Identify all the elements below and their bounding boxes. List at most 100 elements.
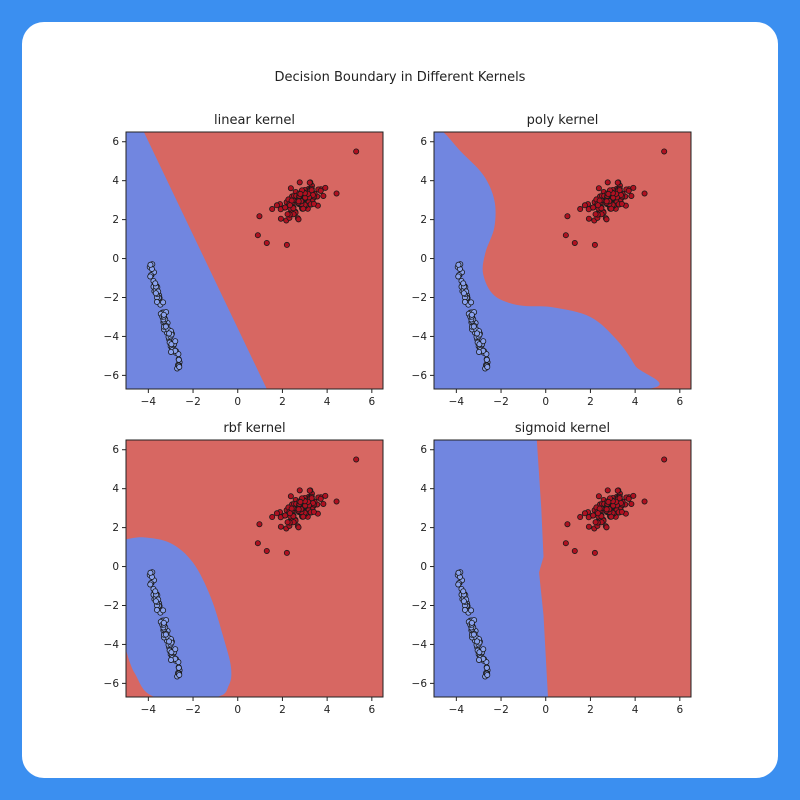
data-point-class-positive bbox=[594, 202, 601, 209]
data-point-class-positive bbox=[295, 198, 302, 205]
y-tick-label: −2 bbox=[104, 600, 119, 612]
data-point-class-positive bbox=[577, 206, 584, 213]
x-tick-label: 0 bbox=[234, 704, 241, 716]
x-tick-label: −4 bbox=[141, 704, 157, 716]
data-point-class-positive bbox=[295, 524, 302, 531]
data-point-class-positive bbox=[564, 213, 571, 220]
data-point-class-positive bbox=[661, 148, 668, 155]
data-point-class-negative bbox=[461, 298, 468, 305]
data-point-class-negative bbox=[475, 656, 482, 663]
y-tick-label: −4 bbox=[104, 639, 120, 651]
x-tick-label: 4 bbox=[632, 704, 639, 716]
x-tick-label: −2 bbox=[185, 704, 200, 716]
data-point-class-positive bbox=[310, 508, 317, 515]
data-point-class-positive bbox=[322, 492, 329, 499]
data-point-class-positive bbox=[592, 211, 599, 218]
data-point-class-negative bbox=[167, 348, 174, 355]
y-tick-label: 0 bbox=[420, 561, 427, 573]
data-point-class-negative bbox=[455, 273, 462, 280]
y-tick-label: 4 bbox=[112, 483, 119, 495]
data-point-class-positive bbox=[603, 524, 610, 531]
y-tick-label: 6 bbox=[112, 136, 119, 148]
data-point-class-positive bbox=[603, 216, 610, 223]
data-point-class-negative bbox=[160, 299, 167, 306]
data-point-class-positive bbox=[594, 510, 601, 517]
data-point-class-positive bbox=[603, 198, 610, 205]
data-point-class-positive bbox=[296, 179, 303, 186]
data-point-class-positive bbox=[287, 493, 294, 500]
data-point-class-positive bbox=[564, 521, 571, 528]
data-point-class-positive bbox=[604, 487, 611, 494]
y-tick-label: 2 bbox=[420, 522, 427, 534]
data-point-class-positive bbox=[322, 184, 329, 191]
data-point-class-positive bbox=[256, 213, 263, 220]
data-point-class-negative bbox=[147, 581, 154, 588]
x-tick-label: 2 bbox=[587, 704, 594, 716]
data-point-class-positive bbox=[320, 500, 327, 507]
subplot-sigmoid-kernel: sigmoid kernel −4 −2 0 2 4 6 6 4 2 0 −2 −4 −6 bbox=[412, 421, 692, 716]
y-tick-label: −4 bbox=[412, 639, 428, 651]
x-tick-label: 2 bbox=[279, 704, 286, 716]
data-point-class-positive bbox=[296, 487, 303, 494]
data-point-class-negative bbox=[468, 299, 475, 306]
data-point-class-negative bbox=[455, 569, 462, 576]
y-tick-label: 6 bbox=[112, 444, 119, 456]
y-tick-label: 4 bbox=[420, 483, 427, 495]
y-tick-label: 2 bbox=[112, 214, 119, 226]
subplot-rbf-kernel: rbf kernel −4 −2 0 2 4 6 6 4 2 0 −2 −4 −6 bbox=[104, 421, 384, 716]
axes-frame bbox=[433, 131, 692, 390]
data-point-class-negative bbox=[474, 330, 481, 337]
data-point-class-positive bbox=[310, 200, 317, 207]
data-point-class-negative bbox=[162, 631, 169, 638]
subplot-title: linear kernel bbox=[214, 113, 295, 128]
data-point-class-negative bbox=[455, 581, 462, 588]
data-point-class-positive bbox=[585, 215, 592, 222]
data-point-class-positive bbox=[256, 521, 263, 528]
data-point-class-positive bbox=[306, 487, 313, 494]
data-point-class-positive bbox=[308, 495, 315, 502]
data-point-class-positive bbox=[353, 148, 360, 155]
data-point-class-negative bbox=[468, 311, 475, 318]
data-point-class-negative bbox=[480, 338, 487, 345]
data-point-class-negative bbox=[176, 363, 183, 370]
data-point-class-positive bbox=[297, 498, 304, 505]
data-point-class-positive bbox=[320, 192, 327, 199]
x-tick-label: −4 bbox=[449, 396, 465, 408]
data-point-class-positive bbox=[641, 498, 648, 505]
data-point-class-positive bbox=[618, 508, 625, 515]
y-tick-label: −4 bbox=[412, 331, 428, 343]
data-point-class-positive bbox=[590, 204, 597, 211]
data-point-class-negative bbox=[152, 290, 159, 297]
data-point-class-negative bbox=[167, 656, 174, 663]
data-point-class-negative bbox=[147, 569, 154, 576]
y-tick-label: 6 bbox=[420, 444, 427, 456]
x-tick-label: −2 bbox=[185, 396, 200, 408]
data-point-class-negative bbox=[476, 341, 483, 348]
data-point-class-positive bbox=[277, 523, 284, 530]
y-tick-label: −6 bbox=[104, 678, 120, 690]
subplot-title: rbf kernel bbox=[223, 421, 285, 436]
data-point-class-positive bbox=[625, 495, 632, 502]
data-point-class-negative bbox=[483, 664, 490, 671]
data-point-class-negative bbox=[160, 607, 167, 614]
data-point-class-positive bbox=[628, 500, 635, 507]
data-point-class-positive bbox=[263, 547, 270, 554]
data-point-class-positive bbox=[353, 456, 360, 463]
y-tick-label: −2 bbox=[412, 600, 427, 612]
axes-frame bbox=[125, 131, 384, 390]
data-point-class-negative bbox=[160, 619, 167, 626]
data-point-class-positive bbox=[295, 506, 302, 513]
x-tick-label: 2 bbox=[587, 396, 594, 408]
x-tick-label: 6 bbox=[368, 704, 375, 716]
data-point-class-positive bbox=[317, 187, 324, 194]
data-point-class-negative bbox=[468, 619, 475, 626]
y-tick-label: 0 bbox=[112, 561, 119, 573]
data-point-class-negative bbox=[460, 588, 467, 595]
data-point-class-negative bbox=[176, 671, 183, 678]
data-point-class-positive bbox=[577, 514, 584, 521]
x-tick-label: −2 bbox=[493, 704, 508, 716]
data-point-class-positive bbox=[628, 192, 635, 199]
y-tick-label: 6 bbox=[420, 136, 427, 148]
data-point-class-negative bbox=[475, 348, 482, 355]
data-point-class-positive bbox=[603, 506, 610, 513]
